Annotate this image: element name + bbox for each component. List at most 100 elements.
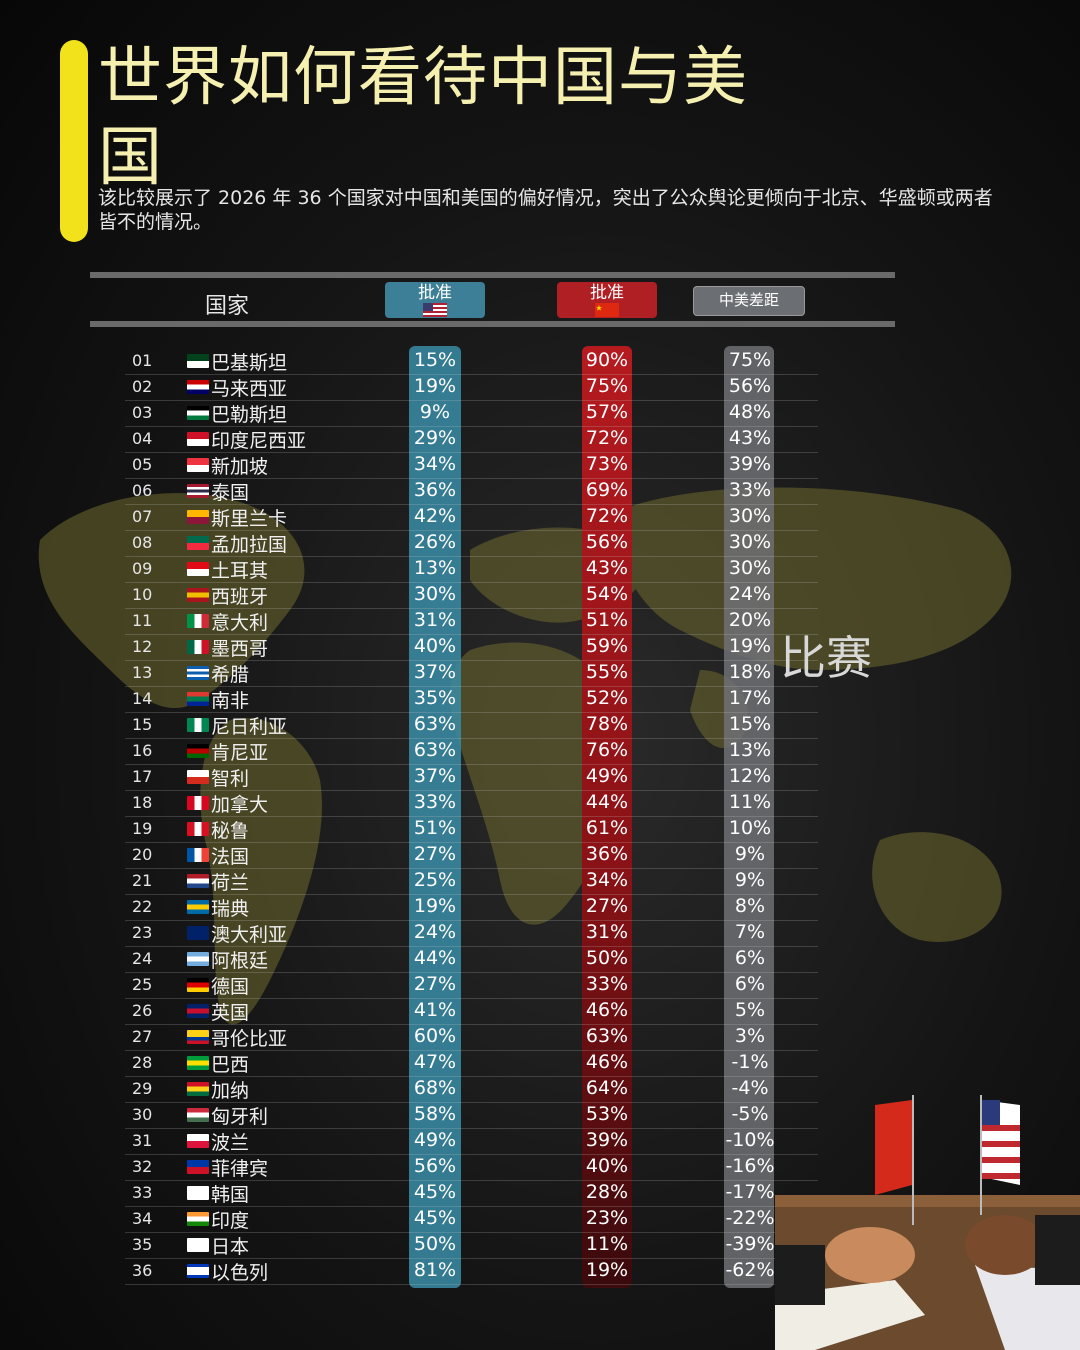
country-flag-icon	[187, 1030, 209, 1044]
row-country-name: 南非	[211, 689, 250, 712]
us-column-band	[409, 346, 461, 1288]
table-row: 23 澳大利亚 24% 31% 7%	[125, 920, 818, 947]
row-gap: 7%	[734, 921, 766, 943]
row-rank: 13	[132, 663, 153, 682]
country-flag-icon	[187, 1238, 209, 1252]
row-country: 智利	[187, 764, 249, 790]
row-country: 巴勒斯坦	[187, 400, 287, 426]
row-gap: -10%	[725, 1129, 775, 1151]
row-gap: 17%	[728, 687, 772, 709]
country-flag-icon	[187, 822, 209, 836]
row-gap: -62%	[725, 1259, 775, 1281]
row-country-name: 哥伦比亚	[211, 1027, 288, 1050]
row-country: 加纳	[187, 1076, 249, 1102]
row-gap: -39%	[725, 1233, 775, 1255]
table-row: 28 巴西 47% 46% -1%	[125, 1050, 818, 1077]
row-country: 土耳其	[187, 556, 268, 582]
row-rank: 14	[132, 689, 153, 708]
row-country-name: 墨西哥	[211, 637, 269, 660]
column-header-us-label: 批准	[418, 283, 452, 303]
row-us-approval: 25%	[413, 869, 457, 891]
row-us-approval: 30%	[413, 583, 457, 605]
table-row: 15 尼日利亚 63% 78% 15%	[125, 712, 818, 739]
row-country: 秘鲁	[187, 816, 249, 842]
row-cn-approval: 59%	[585, 635, 629, 657]
page-title: 世界如何看待中国与美国	[98, 41, 748, 195]
column-header-cn: 批准	[557, 282, 657, 318]
row-country-name: 加纳	[211, 1079, 250, 1102]
table-row: 34 印度 45% 23% -22%	[125, 1206, 818, 1233]
row-cn-approval: 55%	[585, 661, 629, 683]
row-country: 巴西	[187, 1050, 249, 1076]
row-country: 泰国	[187, 478, 249, 504]
row-us-approval: 50%	[413, 1233, 457, 1255]
row-us-approval: 49%	[413, 1129, 457, 1151]
row-rank: 15	[132, 715, 153, 734]
row-gap: 6%	[734, 973, 766, 995]
row-cn-approval: 73%	[585, 453, 629, 475]
row-country: 巴基斯坦	[187, 348, 287, 374]
country-flag-icon	[187, 848, 209, 862]
country-flag-icon	[187, 406, 209, 420]
row-country-name: 斯里兰卡	[211, 507, 288, 530]
row-country: 西班牙	[187, 582, 268, 608]
row-rank: 12	[132, 637, 153, 656]
title-accent-bar	[60, 40, 88, 242]
row-rank: 33	[132, 1183, 153, 1202]
row-gap: 24%	[728, 583, 772, 605]
row-us-approval: 33%	[413, 791, 457, 813]
row-cn-approval: 39%	[585, 1129, 629, 1151]
table-row: 33 韩国 45% 28% -17%	[125, 1180, 818, 1207]
row-country-name: 巴西	[211, 1053, 250, 1076]
country-flag-icon	[187, 692, 209, 706]
row-rank: 10	[132, 585, 153, 604]
row-country: 荷兰	[187, 868, 249, 894]
row-country-name: 巴基斯坦	[211, 351, 288, 374]
table-row: 30 匈牙利 58% 53% -5%	[125, 1102, 818, 1129]
row-country-name: 韩国	[211, 1183, 250, 1206]
row-country: 哥伦比亚	[187, 1024, 287, 1050]
row-country-name: 希腊	[211, 663, 250, 686]
row-rank: 35	[132, 1235, 153, 1254]
row-country: 日本	[187, 1232, 249, 1258]
table-row: 09 土耳其 13% 43% 30%	[125, 556, 818, 583]
table-row: 11 意大利 31% 51% 20%	[125, 608, 818, 635]
row-gap: 12%	[728, 765, 772, 787]
row-country: 孟加拉国	[187, 530, 287, 556]
row-us-approval: 37%	[413, 765, 457, 787]
table-row: 35 日本 50% 11% -39%	[125, 1232, 818, 1259]
row-cn-approval: 54%	[585, 583, 629, 605]
table-row: 01 巴基斯坦 15% 90% 75%	[125, 348, 818, 375]
row-us-approval: 36%	[413, 479, 457, 501]
row-us-approval: 26%	[413, 531, 457, 553]
row-country-name: 澳大利亚	[211, 923, 288, 946]
row-us-approval: 13%	[413, 557, 457, 579]
row-rank: 30	[132, 1105, 153, 1124]
row-us-approval: 60%	[413, 1025, 457, 1047]
row-country-name: 智利	[211, 767, 250, 790]
row-gap: -4%	[731, 1077, 769, 1099]
row-us-approval: 9%	[419, 401, 451, 423]
row-gap: -22%	[725, 1207, 775, 1229]
row-gap: 48%	[728, 401, 772, 423]
row-cn-approval: 23%	[585, 1207, 629, 1229]
row-rank: 18	[132, 793, 153, 812]
row-country: 意大利	[187, 608, 268, 634]
document	[975, 1265, 1080, 1350]
row-country-name: 加拿大	[211, 793, 269, 816]
table-row: 36 以色列 81% 19% -62%	[125, 1258, 818, 1285]
row-cn-approval: 49%	[585, 765, 629, 787]
row-cn-approval: 76%	[585, 739, 629, 761]
row-us-approval: 63%	[413, 713, 457, 735]
header-bottom-rule	[90, 321, 895, 327]
country-flag-icon	[187, 1108, 209, 1122]
table-row: 02 马来西亚 19% 75% 56%	[125, 374, 818, 401]
row-us-approval: 37%	[413, 661, 457, 683]
row-gap: -5%	[731, 1103, 769, 1125]
table-row: 20 法国 27% 36% 9%	[125, 842, 818, 869]
row-gap: 43%	[728, 427, 772, 449]
row-country: 希腊	[187, 660, 249, 686]
row-gap: -1%	[731, 1051, 769, 1073]
table-row: 18 加拿大 33% 44% 11%	[125, 790, 818, 817]
hands-right	[965, 1215, 1045, 1275]
